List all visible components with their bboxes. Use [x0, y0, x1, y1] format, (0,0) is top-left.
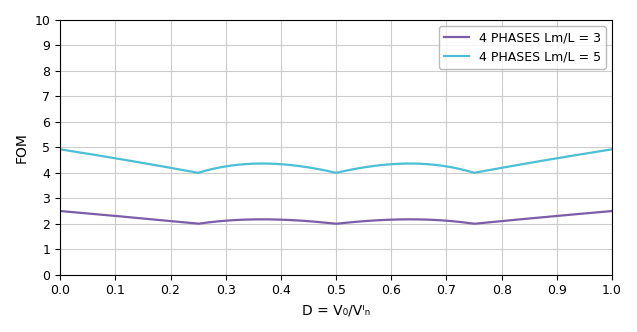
- 4 PHASES Lm/L = 3: [57, 209, 65, 213]
- 4 PHASES Lm/L = 3: [325, 221, 333, 225]
- 4 PHASES Lm/L = 3: [607, 209, 615, 213]
- Line: 4 PHASES Lm/L = 5: 4 PHASES Lm/L = 5: [61, 149, 611, 173]
- 4 PHASES Lm/L = 5: [194, 171, 202, 175]
- 4 PHASES Lm/L = 5: [607, 147, 615, 151]
- 4 PHASES Lm/L = 5: [592, 150, 599, 154]
- 4 PHASES Lm/L = 5: [310, 166, 318, 170]
- 4 PHASES Lm/L = 5: [490, 167, 498, 171]
- 4 PHASES Lm/L = 3: [194, 222, 202, 226]
- 4 PHASES Lm/L = 5: [325, 169, 333, 173]
- 4 PHASES Lm/L = 5: [591, 150, 599, 154]
- 4 PHASES Lm/L = 3: [490, 220, 498, 224]
- 4 PHASES Lm/L = 3: [592, 210, 599, 214]
- Legend: 4 PHASES Lm/L = 3, 4 PHASES Lm/L = 5: 4 PHASES Lm/L = 3, 4 PHASES Lm/L = 5: [439, 26, 606, 68]
- 4 PHASES Lm/L = 5: [85, 152, 93, 156]
- 4 PHASES Lm/L = 5: [57, 147, 65, 151]
- X-axis label: D = V₀/Vᴵₙ: D = V₀/Vᴵₙ: [302, 303, 370, 317]
- 4 PHASES Lm/L = 3: [591, 210, 599, 214]
- Y-axis label: FOM: FOM: [15, 132, 29, 163]
- Line: 4 PHASES Lm/L = 3: 4 PHASES Lm/L = 3: [61, 211, 611, 224]
- 4 PHASES Lm/L = 3: [310, 220, 318, 224]
- 4 PHASES Lm/L = 3: [85, 211, 93, 215]
